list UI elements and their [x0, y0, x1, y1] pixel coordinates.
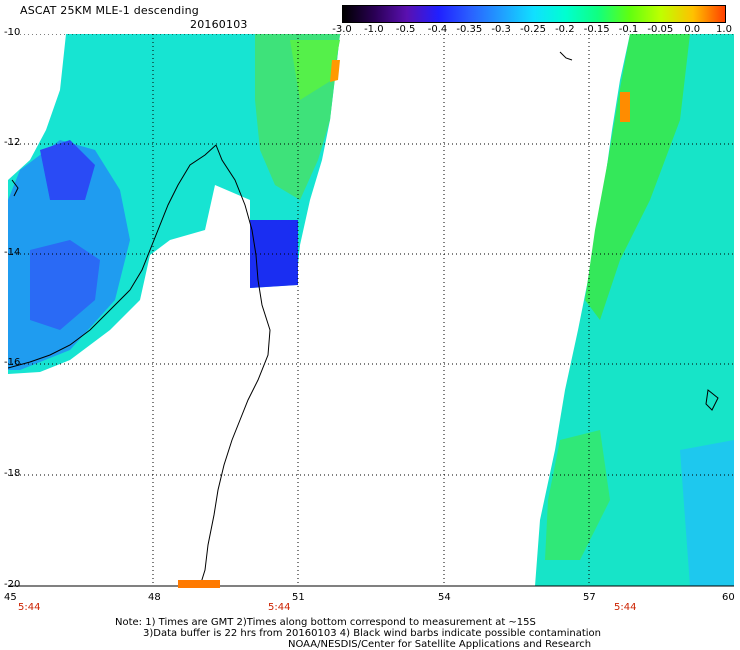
- color-scale-label: -0.25: [520, 24, 546, 35]
- note-line-1: Note: 1) Times are GMT 2)Times along bot…: [115, 617, 536, 628]
- title-text: ASCAT 25KM MLE-1 descending: [20, 4, 199, 17]
- map-title: ASCAT 25KM MLE-1 descending 20160103: [20, 4, 247, 31]
- lat-tick: -16: [4, 357, 21, 368]
- note-line-2: 3)Data buffer is 22 hrs from 20160103 4)…: [143, 628, 601, 639]
- lat-tick: -14: [4, 247, 21, 258]
- lon-tick: 57: [583, 592, 596, 603]
- lat-tick: -18: [4, 468, 21, 479]
- east-swath: [535, 34, 734, 586]
- title-date: 20160103: [190, 18, 248, 31]
- lat-tick: -10: [4, 27, 21, 38]
- data-marker: [178, 580, 220, 588]
- color-scale-label: 1.0: [716, 24, 732, 35]
- note-line-3: NOAA/NESDIS/Center for Satellite Applica…: [288, 639, 592, 650]
- time-label: 5:44: [18, 602, 41, 613]
- color-scale-label: -1.0: [364, 24, 384, 35]
- time-label: 5:44: [268, 602, 291, 613]
- color-scale-labels: -3.0 -1.0 -0.5 -0.4 -0.35 -0.3 -0.25 -0.2 -0.15-…: [330, 24, 740, 38]
- color-scale-label: -0.05: [647, 24, 674, 35]
- color-scale-label: -0.35: [456, 24, 483, 35]
- lat-tick: -12: [4, 137, 21, 148]
- color-scale-label: 0.0: [684, 24, 701, 35]
- lon-tick: 54: [438, 592, 451, 603]
- color-scale-label: -3.0: [332, 24, 352, 35]
- lon-tick: 60: [722, 592, 735, 603]
- color-scale-bar: [342, 5, 726, 23]
- lon-tick: 48: [148, 592, 161, 603]
- lat-tick: -20: [4, 579, 21, 590]
- color-scale-label: -0.2: [555, 24, 575, 35]
- coastline: [8, 51, 719, 586]
- graticule: [8, 34, 734, 586]
- color-scale-label: -0.1: [618, 24, 639, 35]
- color-scale-label: -0.5: [395, 24, 416, 35]
- time-label: 5:44: [614, 602, 637, 613]
- lon-tick: 45: [4, 592, 17, 603]
- west-swath: [8, 34, 340, 374]
- color-scale-label: -0.3: [491, 24, 511, 35]
- lon-tick: 51: [292, 592, 305, 603]
- color-scale-label: -0.15: [583, 24, 610, 35]
- color-scale-label: -0.4: [427, 24, 448, 35]
